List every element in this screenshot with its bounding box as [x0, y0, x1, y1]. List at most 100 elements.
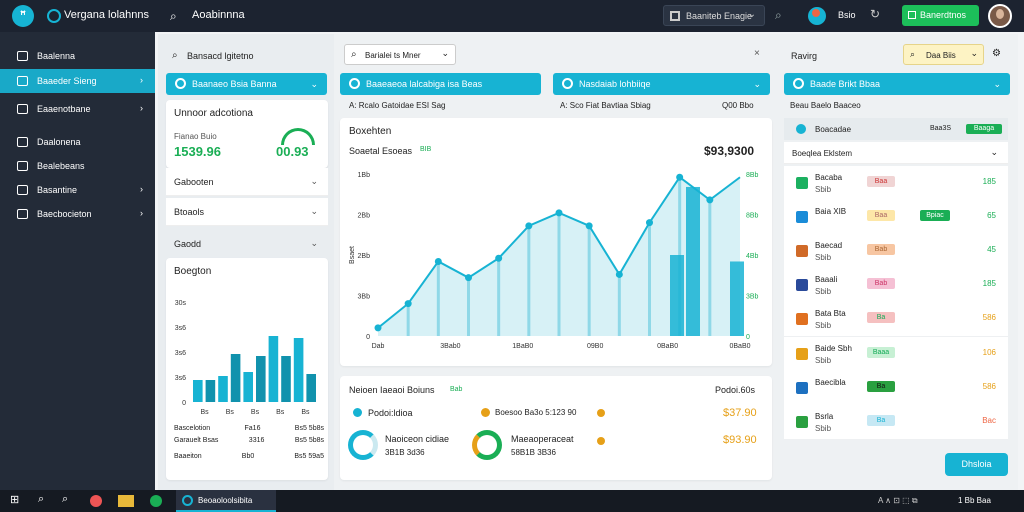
product-icon	[796, 348, 808, 360]
table-row[interactable]: Bacaba Sbib Baa 185	[784, 166, 1008, 201]
search-icon[interactable]: ⌕	[38, 493, 45, 505]
search-icon[interactable]: ⌕	[172, 50, 178, 61]
taskbar-app[interactable]: Beoaoloolsibita	[176, 490, 276, 512]
sidebar-item-0[interactable]: Baalenna	[0, 44, 155, 68]
sidebar-item-6[interactable]: Baecbocieton ›	[0, 202, 155, 226]
metric-value: 1539.96	[174, 144, 221, 159]
app-icon	[182, 495, 193, 506]
row-name: Baecad	[815, 241, 843, 250]
sidebar-item-3[interactable]: Daalonena	[0, 130, 155, 154]
middle-pill-1[interactable]: Nasdaiab lohbiiqe ⌄	[553, 73, 770, 95]
data-point	[646, 219, 653, 227]
avatar[interactable]	[988, 4, 1012, 28]
legend-label-0: Podoi:ldioa	[368, 408, 413, 418]
left-filter-pill[interactable]: Baanaeo Bsia Banna ⌄	[166, 73, 327, 95]
logo-icon[interactable]: ꟸ	[12, 5, 34, 27]
chevron-down-icon: ⌄	[747, 9, 756, 20]
chevron-right-icon: ›	[140, 75, 143, 85]
windows-start-icon[interactable]: ⊞	[10, 494, 20, 506]
primary-action-button[interactable]: Banerdtnos	[902, 5, 979, 26]
bar-chart: 30s 3s6 3s6 3s6 0 Bs Bs Bs Bs Bs	[175, 300, 316, 416]
footer-button[interactable]: Dhsloia	[945, 453, 1008, 476]
chrome-icon[interactable]	[150, 495, 162, 507]
donut-chart-0	[348, 430, 378, 460]
table-cell: Bs5 5b8s	[294, 425, 324, 432]
summary-value-0: $37.90	[723, 407, 757, 419]
chevron-down-icon: ⌄	[310, 206, 318, 216]
table-cell: Baaeiton	[174, 453, 202, 460]
system-tray[interactable]: A ∧ ⊡ ⬚ ⧉	[878, 496, 918, 505]
legend-dot-teal	[353, 408, 362, 417]
refresh-icon[interactable]: ↻	[870, 7, 881, 21]
table-row[interactable]: Baide Sbh Sbib Baaa 106	[784, 337, 1008, 372]
sidebar-item-4[interactable]: Bealebeans	[0, 154, 155, 178]
donut-chart-1	[472, 430, 502, 460]
right-pill[interactable]: Baade Brikt Bbaa ⌄	[784, 73, 1010, 95]
row-name: Baecibla	[815, 378, 846, 387]
sidebar-item-2[interactable]: Eaaenotbane ›	[0, 97, 155, 121]
y-tick-label: 2Bb	[358, 213, 371, 220]
product-icon	[796, 382, 808, 394]
donut-sub-1: 58B1B 3B36	[511, 448, 556, 457]
summary-value-1: $93.90	[723, 434, 757, 446]
close-icon[interactable]: ×	[754, 48, 760, 59]
y-tick-label: 1Bb	[358, 172, 371, 179]
document-icon	[17, 137, 28, 147]
line-chart-sub-label: Soaetal Esoeas	[349, 146, 413, 156]
row-name: Bsrla	[815, 412, 834, 421]
data-point	[676, 173, 684, 181]
accordion-row-2[interactable]: Gaodd ⌄	[166, 230, 328, 258]
notification-icon[interactable]	[808, 7, 826, 25]
middle-dropdown[interactable]: ⌕ Barialei ts Mner ⌄	[344, 44, 456, 65]
right-panel-header[interactable]: Boeqlea Eklstem ⌄	[784, 142, 1008, 164]
accordion-row-0[interactable]: Gabooten ⌄	[166, 168, 328, 196]
taskbar-app-label: Beoaoloolsibita	[198, 496, 253, 505]
right-sub-label: Beau Baelo Baaceo	[790, 101, 861, 110]
row-sub: Sbib	[815, 424, 832, 433]
taskview-icon[interactable]: ⌕	[62, 493, 69, 505]
search-icon: ⌕	[351, 49, 357, 60]
folder-icon[interactable]	[118, 495, 134, 507]
zoom-icon[interactable]: ⌕	[775, 8, 782, 22]
table-cell: Bb0	[241, 453, 255, 460]
summary-card-badge: Bab	[450, 386, 463, 393]
middle-pill-0[interactable]: Baaeaeoa lalcabiga isa Beas	[340, 73, 541, 95]
data-point	[374, 324, 382, 332]
line-chart-big-value: $93,9300	[704, 144, 755, 158]
sidebar-item-label: Eaaenotbane	[37, 104, 91, 114]
product-icon	[796, 177, 808, 189]
table-row[interactable]: Bsrla Sbib Ba Bac	[784, 405, 1008, 440]
accordion-row-1[interactable]: Btoaols ⌄	[166, 198, 328, 226]
table-row[interactable]: Baaali Sbib Bab 185	[784, 268, 1008, 303]
table-row[interactable]: Baecad Sbib Bab 45	[784, 234, 1008, 269]
x-tick-label: 0BaB0	[657, 343, 678, 350]
settings-icon[interactable]: ⚙	[992, 48, 1001, 59]
row-qty: 586	[982, 382, 996, 391]
accordion-label: Gaodd	[174, 239, 202, 249]
data-point	[404, 300, 412, 308]
legend-dot-orange	[481, 408, 490, 417]
sidebar-item-1[interactable]: Baaeder Sieng ›	[0, 69, 155, 93]
table-row: Baaeiton Bb0 Bs5 59a5	[174, 453, 324, 465]
right-summary-row[interactable]: Boacadae Baa3S Baaga	[784, 118, 1008, 140]
table-row[interactable]: Bata Bta Sbib Ba 586	[784, 302, 1008, 337]
period-chip[interactable]: ⌕ Daa Biis ⌄	[903, 44, 984, 65]
browser-icon[interactable]	[90, 495, 102, 507]
search-icon[interactable]: ⌕	[170, 9, 177, 23]
row-name: Bacaba	[815, 173, 843, 182]
search-input[interactable]: Aoabinnna	[192, 9, 245, 21]
workspace-dropdown[interactable]: Baaniteb Enagie ⌄	[663, 5, 765, 26]
table-row[interactable]: Baia XIB Baa Bpiac 65	[784, 200, 1008, 235]
bar	[268, 336, 279, 402]
sidebar-item-5[interactable]: Basantine ›	[0, 178, 155, 202]
table-row[interactable]: Baecibla Ba 586	[784, 371, 1008, 406]
table-row: Garauelt Bsas 3316 Bs5 5b8s	[174, 437, 324, 449]
bar	[205, 380, 216, 402]
row-sub: Sbib	[815, 185, 832, 194]
sidebar: Baalenna Baaeder Sieng › Eaaenotbane › Daa…	[0, 32, 155, 490]
donut-title-1: Maeaoperaceat	[511, 434, 574, 444]
top-bar: ꟸ Vergana lolahnns ⌕ Aoabinnna Baaniteb …	[0, 0, 1024, 32]
y-tick-label: 30s	[175, 300, 187, 307]
user-label[interactable]: Bsio	[838, 10, 856, 20]
taskbar: ⊞ ⌕ ⌕ Beoaoloolsibita A ∧ ⊡ ⬚ ⧉ 1 Bb Baa	[0, 490, 1024, 512]
